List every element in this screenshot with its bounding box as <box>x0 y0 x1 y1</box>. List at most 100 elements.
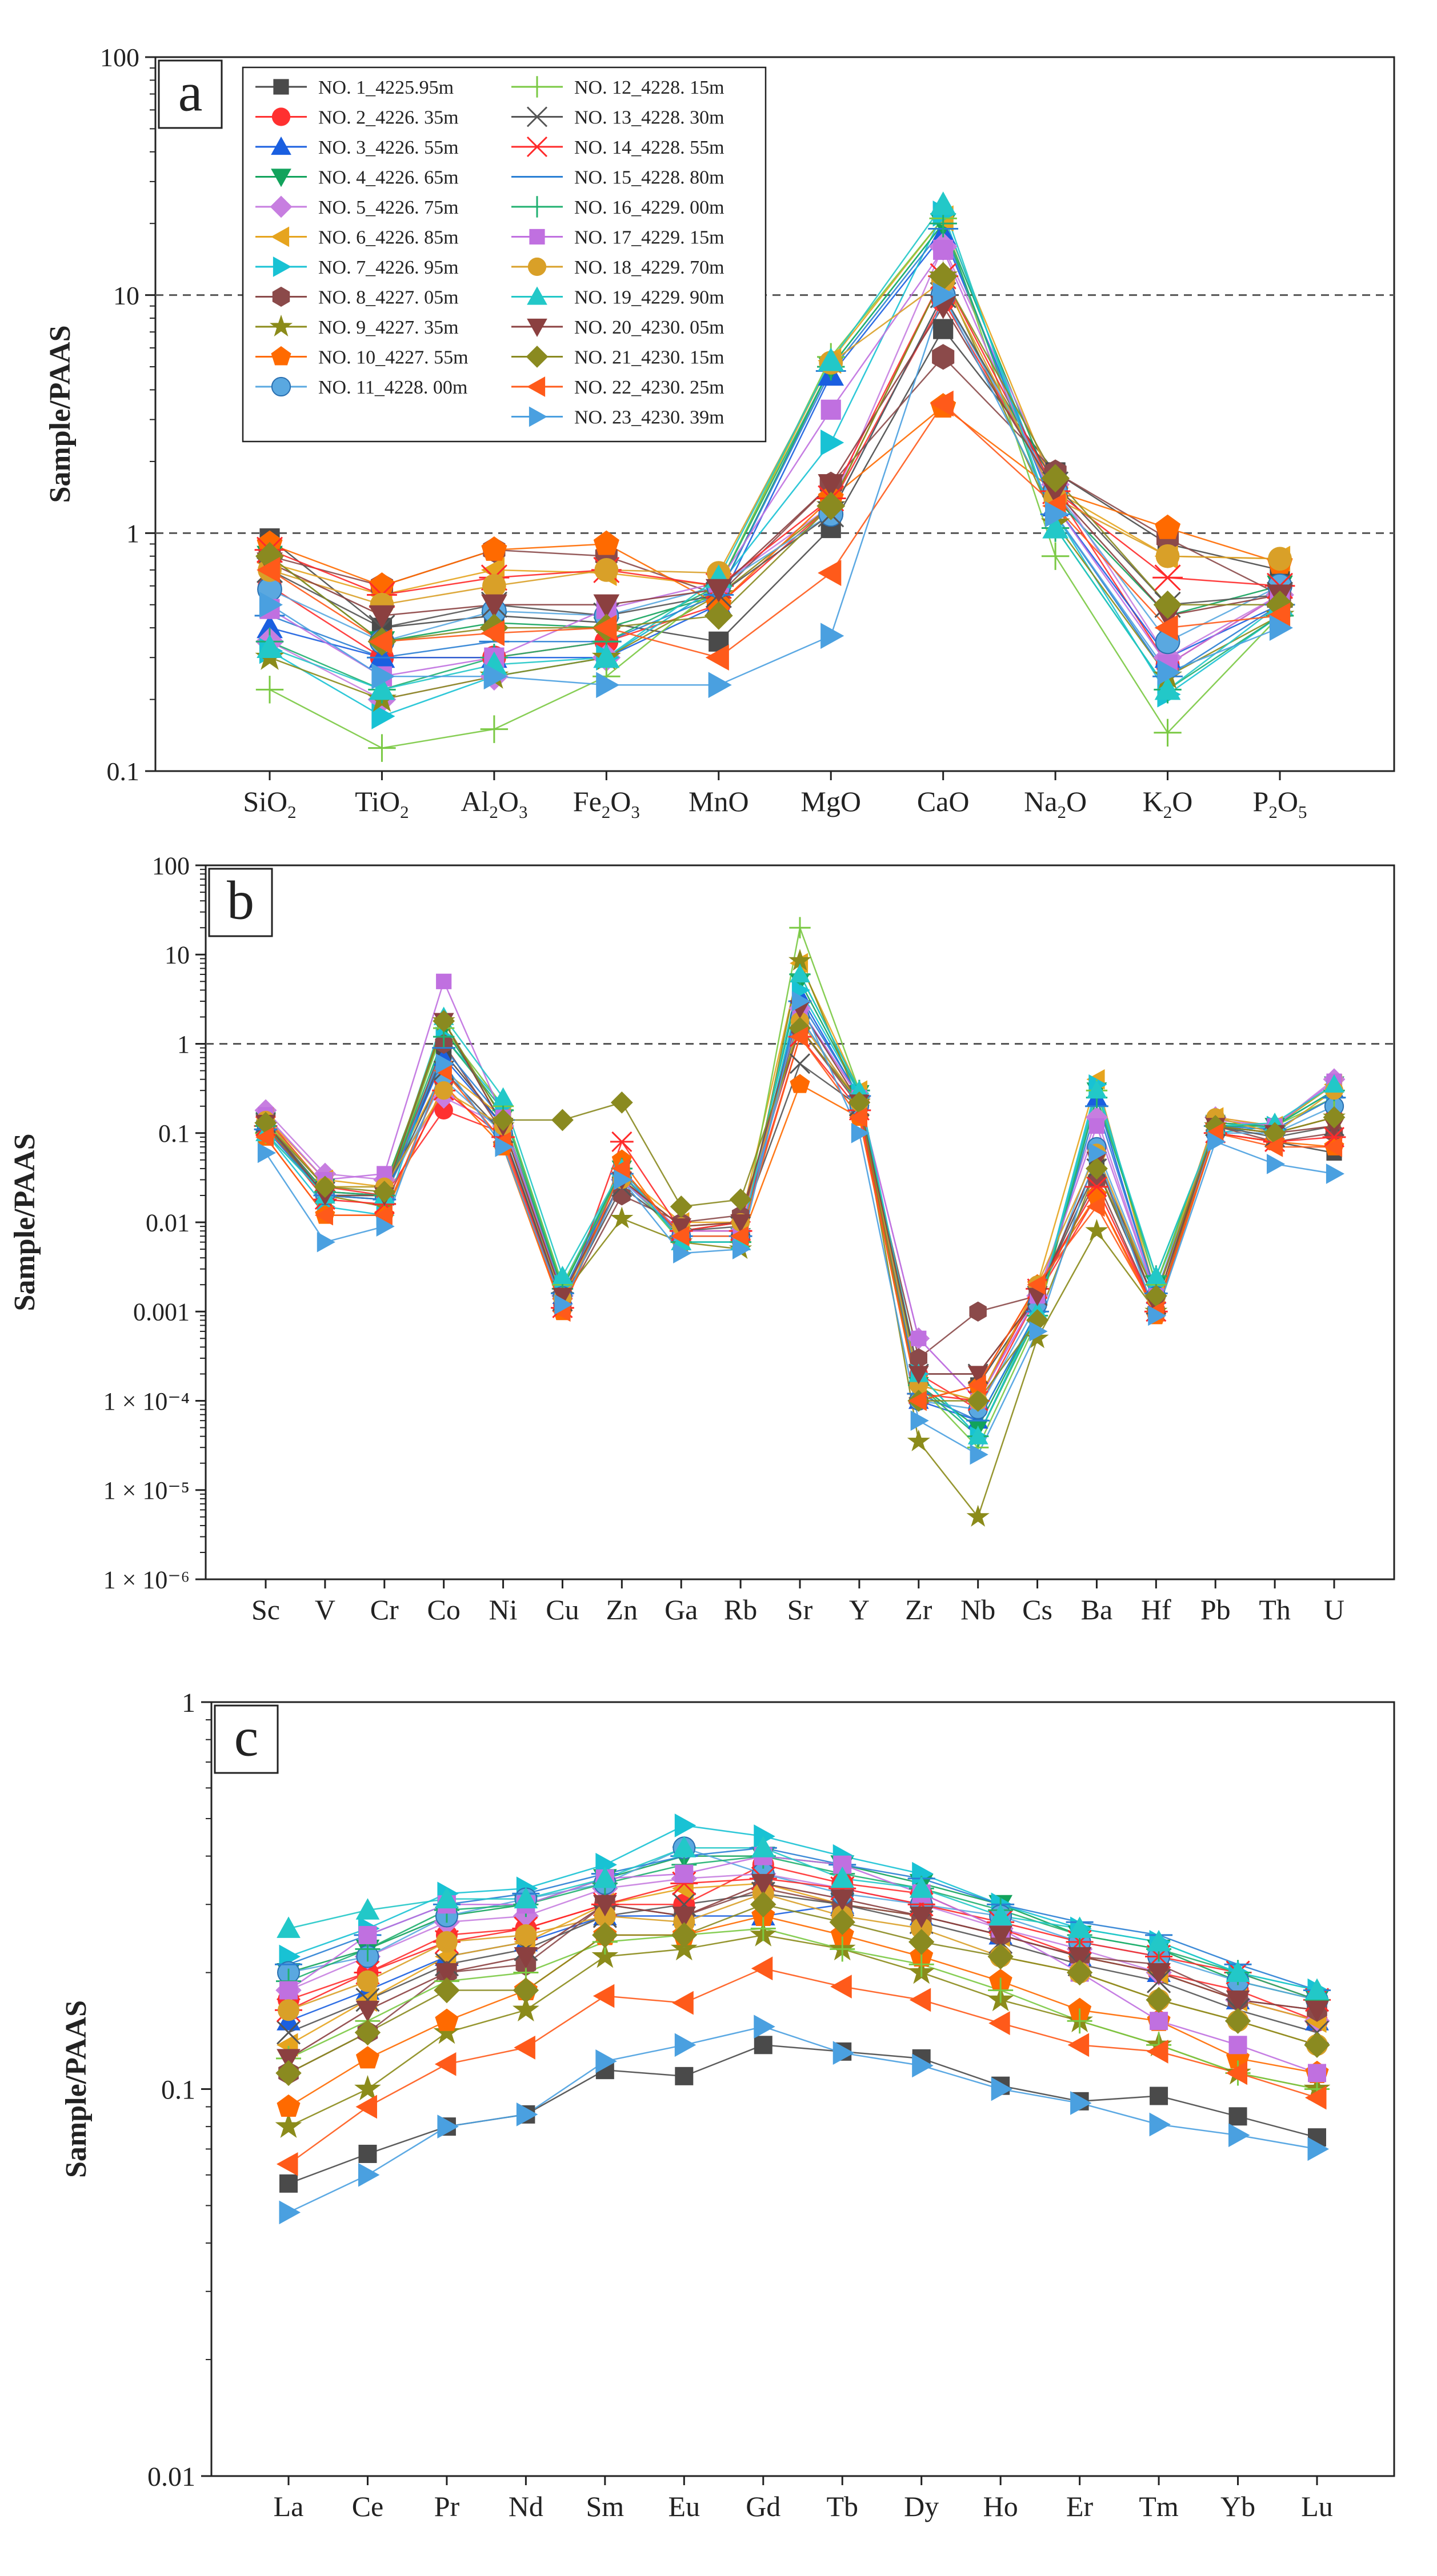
data-point <box>991 2077 1013 2101</box>
data-point <box>1042 515 1068 539</box>
legend-marker <box>527 286 547 305</box>
series-line-21 <box>269 274 1280 643</box>
x-tick-label: MnO <box>689 785 749 817</box>
x-tick-label: CaO <box>917 785 970 817</box>
legend-item: NO. 10_4227. 55m <box>255 346 469 368</box>
legend-marker <box>271 107 291 126</box>
series-line-10 <box>288 1915 1318 2108</box>
data-point <box>674 2033 697 2057</box>
data-point <box>672 1907 697 1928</box>
data-point <box>1226 2061 1248 2085</box>
data-point <box>671 1922 698 1948</box>
data-point <box>256 557 281 583</box>
legend: NO. 1_4225.95m NO. 2_4226. 35m NO. 3_4226.… <box>242 66 767 443</box>
legend-item: NO. 1_4225.95m <box>255 77 454 98</box>
legend-marker <box>271 376 291 397</box>
data-point <box>516 2102 538 2126</box>
series-line-1 <box>269 327 1280 643</box>
data-point <box>830 1889 855 1911</box>
x-tick-subscript: 2 <box>1163 802 1172 822</box>
legend-item: NO. 3_4226. 55m <box>255 136 459 158</box>
data-point <box>481 620 505 647</box>
x-tick-label: Ga <box>665 1594 698 1626</box>
data-point <box>1152 564 1183 591</box>
data-point <box>276 2020 301 2045</box>
data-point <box>1323 1106 1346 1129</box>
x-tick-label: Fe2O3 <box>573 785 640 822</box>
data-point <box>369 605 395 629</box>
data-point <box>754 2015 775 2039</box>
y-tick-label: 1 × 10⁻⁶ <box>103 1566 190 1594</box>
x-tick-label: Pr <box>434 2490 460 2522</box>
data-point <box>434 1977 460 2004</box>
data-point <box>750 1916 776 1941</box>
data-point <box>371 703 395 729</box>
legend-item: NO. 19_4229. 90m <box>511 286 724 308</box>
data-point <box>909 1988 931 2012</box>
y-tick-label: 100 <box>100 43 139 72</box>
data-point <box>704 601 733 630</box>
data-point <box>674 1813 697 1837</box>
data-point <box>988 2011 1010 2035</box>
data-point <box>1029 1321 1048 1342</box>
x-tick-label: K2O <box>1143 785 1193 822</box>
y-tick-label: 10 <box>113 281 139 310</box>
legend-marker <box>271 168 291 187</box>
y-tick-label: 1 <box>126 519 139 548</box>
data-point <box>255 1127 274 1147</box>
data-point <box>820 399 841 420</box>
data-point <box>729 1188 752 1211</box>
data-point <box>732 1239 751 1259</box>
data-point <box>355 2094 377 2119</box>
data-point <box>820 623 844 649</box>
data-point <box>317 1231 335 1253</box>
legend-label: NO. 7_4226. 95m <box>318 257 459 278</box>
x-tick-label: Zr <box>905 1594 932 1626</box>
data-point <box>259 591 283 618</box>
legend-label: NO. 18_4229. 70m <box>574 257 724 278</box>
data-point <box>1308 2064 1326 2083</box>
panel-b-trace-elements: 1 × 10⁻⁶ 1 × 10⁻⁵ 1 × 10⁻⁴ 0.001 0.01 0.1 1 10 1… <box>9 852 1395 1626</box>
data-point <box>908 1366 929 1385</box>
legend-marker <box>527 257 547 276</box>
data-point <box>434 1081 453 1100</box>
data-point <box>988 1925 1013 1947</box>
data-point <box>933 239 954 260</box>
data-point <box>790 1074 810 1093</box>
x-tick-label: La <box>274 2490 304 2522</box>
series-line-17 <box>269 248 1280 677</box>
legend-label: NO. 9_4227. 35m <box>318 317 459 338</box>
data-point <box>314 1205 333 1226</box>
legend-item: NO. 4_4226. 65m <box>255 167 459 188</box>
data-point <box>1154 719 1182 747</box>
data-point <box>373 1181 396 1203</box>
data-point <box>970 1444 988 1465</box>
x-tick-text: Al <box>461 785 489 817</box>
y-tick-label: 100 <box>152 852 190 880</box>
legend-marker <box>526 376 546 397</box>
data-point <box>1149 2112 1171 2137</box>
data-point <box>593 615 617 641</box>
data-point <box>593 1895 617 1917</box>
x-tick-label: Ho <box>983 2490 1018 2522</box>
data-point <box>675 2067 694 2085</box>
data-point <box>1304 2032 1330 2059</box>
data-point <box>592 1922 618 1948</box>
x-tick-text: O <box>610 785 631 817</box>
series-line-15 <box>288 1847 1318 1991</box>
legend-marker <box>529 228 545 245</box>
y-tick-label: 1 × 10⁻⁴ <box>103 1387 190 1415</box>
legend-item: NO. 13_4228. 30m <box>511 106 724 129</box>
x-tick-label: Cr <box>370 1594 399 1626</box>
series-line-19 <box>288 1847 1318 1991</box>
data-point <box>1304 2085 1327 2110</box>
data-point <box>907 1429 930 1451</box>
data-point <box>371 663 395 690</box>
x-tick-label: Nb <box>960 1594 995 1626</box>
data-point <box>369 676 395 700</box>
legend-marker <box>271 346 291 366</box>
data-point <box>708 672 732 699</box>
data-point <box>551 1109 574 1131</box>
data-point <box>1324 1074 1344 1093</box>
